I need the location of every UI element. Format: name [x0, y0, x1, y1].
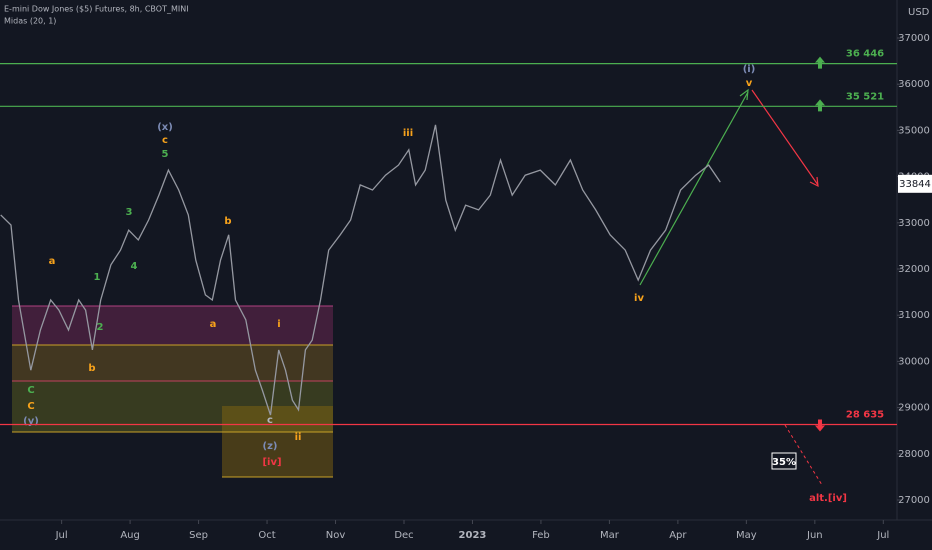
wave-label: b — [224, 216, 231, 227]
probability-box — [771, 452, 797, 470]
y-tick-label: 35000 — [898, 125, 930, 136]
x-tick-label: Jul — [55, 530, 68, 541]
price-line — [0, 124, 721, 416]
wave-label: 5 — [162, 149, 169, 160]
wave-label: a — [210, 319, 217, 330]
x-tick-label: 2023 — [459, 530, 487, 541]
overlay: (x) c 5 iii (i) v b 3 4 1 a 2 a b i CC (y) c (z) ii [iv] iv al… — [23, 64, 847, 504]
wave-label: (i) — [743, 64, 756, 75]
last-price-box — [898, 174, 932, 193]
y-tick-label: 29000 — [898, 403, 930, 414]
y-tick-label: 31000 — [898, 310, 930, 321]
zone — [12, 306, 333, 345]
wave-label: a — [49, 256, 56, 267]
wave-label: b — [88, 363, 95, 374]
x-tick-label: Nov — [326, 530, 346, 541]
wave-label: c — [162, 135, 168, 146]
probability: 35% — [772, 457, 796, 468]
x-tick-label: Oct — [258, 530, 275, 541]
wave-label: iv — [634, 293, 644, 304]
wave-label: alt.[iv] — [809, 493, 847, 504]
zone — [12, 381, 333, 432]
last-price: 33844 — [899, 179, 931, 190]
x-tick-label: Aug — [120, 530, 140, 541]
zone — [12, 345, 333, 381]
x-tick-label: Feb — [532, 530, 550, 541]
level-arrow — [815, 419, 825, 432]
wave-label: iii — [403, 128, 413, 139]
y-tick-label: 28000 — [898, 449, 930, 460]
x-tick-label: Jun — [806, 530, 823, 541]
level-arrow — [815, 99, 825, 112]
x-tick-label: Apr — [669, 530, 687, 541]
y-tick-label: 27000 — [898, 495, 930, 506]
chart-subtitle: Midas (20, 1) — [4, 17, 56, 26]
wave-label: c — [267, 415, 273, 426]
wave-label: v — [746, 78, 753, 89]
wave-label: ii — [295, 432, 302, 443]
wave-label: i — [277, 319, 280, 330]
level-label: 35 521 — [846, 91, 884, 102]
x-tick-label: Mar — [600, 530, 620, 541]
y-tick-label: 33000 — [898, 218, 930, 229]
arrow-head — [739, 88, 749, 101]
x-tick-label: May — [736, 530, 757, 541]
wave-label: C — [27, 385, 34, 396]
level-label: 36 446 — [846, 49, 884, 60]
wave-label: 2 — [97, 322, 104, 333]
x-tick-label: Dec — [394, 530, 413, 541]
zone — [222, 406, 333, 477]
wave-label: [iv] — [262, 457, 281, 468]
y-tick-label: 32000 — [898, 264, 930, 275]
wave-label: (x) — [157, 122, 173, 133]
y-tick-label: 36000 — [898, 79, 930, 90]
wave-label: 4 — [131, 261, 138, 272]
x-tick-label: Jul — [876, 530, 889, 541]
y-tick-label: 37000 — [898, 33, 930, 44]
wave-label: (y) — [23, 416, 39, 427]
arrow-head — [809, 176, 819, 188]
arrow — [639, 91, 749, 286]
level-label: 28 635 — [846, 409, 884, 420]
y-tick-label: 30000 — [898, 356, 930, 367]
chart-title: E-mini Dow Jones ($5) Futures, 8h, CBOT_… — [4, 5, 189, 14]
wave-label: 3 — [126, 207, 133, 218]
wave-label: C — [27, 401, 34, 412]
wave-label: (z) — [263, 441, 278, 452]
level-arrow — [815, 56, 825, 69]
wave-label: 1 — [94, 272, 101, 283]
currency: USD — [908, 7, 930, 18]
x-tick-label: Sep — [189, 530, 208, 541]
